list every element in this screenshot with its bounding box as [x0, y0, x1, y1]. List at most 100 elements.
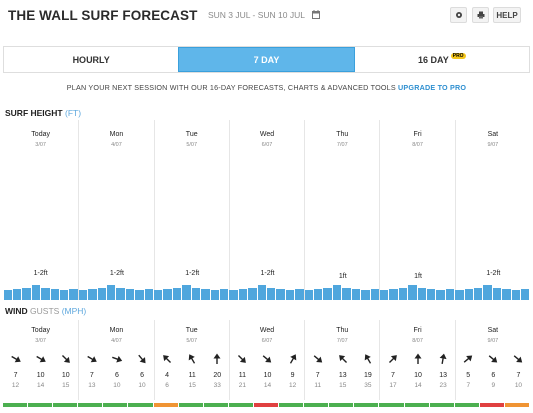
day-name: Thu [336, 327, 349, 334]
surf-bar[interactable] [257, 285, 266, 300]
surf-bar[interactable] [389, 289, 398, 300]
help-button[interactable]: HELP [493, 7, 521, 23]
surf-bar[interactable] [445, 289, 455, 300]
calendar-icon[interactable] [312, 10, 320, 19]
surf-bar[interactable] [304, 290, 314, 300]
wind-cell[interactable]: 10 14 [30, 320, 52, 400]
surf-bar[interactable] [295, 289, 304, 300]
surf-bar[interactable] [144, 289, 154, 300]
surf-bar[interactable] [370, 289, 379, 300]
surf-bar[interactable] [417, 288, 426, 300]
upgrade-link[interactable]: UPGRADE TO PRO [398, 83, 467, 92]
wind-cell[interactable]: 19 35 [357, 320, 379, 400]
surf-bar[interactable] [50, 289, 59, 300]
wind-cell[interactable]: 10 14 [256, 320, 278, 400]
surf-bar[interactable] [276, 289, 285, 300]
rating-segment [404, 403, 429, 407]
surf-bar[interactable] [125, 289, 135, 300]
wind-cell[interactable]: 13 15 [332, 320, 354, 400]
surf-day-column[interactable]: Sat 9/07 1-2ft [454, 120, 530, 300]
tab-7-day[interactable]: 7 DAY [178, 47, 355, 72]
wind-cell[interactable]: 10 15 [55, 320, 77, 400]
wind-cell[interactable]: 7 12 [5, 320, 27, 400]
day-date: 6/07 [261, 338, 273, 344]
surf-bar[interactable] [351, 289, 361, 300]
wind-cell[interactable]: 10 14 [407, 320, 429, 400]
surf-bar[interactable] [426, 289, 436, 300]
surf-day-column[interactable]: Fri 8/07 1ft [379, 120, 454, 300]
tab-16-day[interactable]: 16 DAY PRO [355, 47, 529, 72]
wind-cell[interactable]: 7 10 [507, 320, 529, 400]
surf-bar[interactable] [502, 289, 511, 300]
surf-bar[interactable] [436, 290, 445, 300]
surf-day-column[interactable]: Mon 4/07 1-2ft [78, 120, 153, 300]
surf-bar[interactable] [41, 288, 50, 300]
surf-bar[interactable] [201, 289, 210, 300]
day-date: 7/07 [336, 338, 348, 344]
surf-bar[interactable] [172, 288, 182, 300]
wind-cell[interactable]: 20 33 [206, 320, 228, 400]
surf-bar[interactable] [59, 290, 69, 300]
surf-day-column[interactable]: Today 3/07 1-2ft [3, 120, 78, 300]
surf-bar[interactable] [97, 288, 106, 300]
surf-bar[interactable] [163, 289, 172, 300]
tab-hourly[interactable]: HOURLY [4, 47, 178, 72]
surf-day-column[interactable]: Thu 7/07 1ft [304, 120, 379, 300]
wind-cell[interactable]: 7 13 [81, 320, 103, 400]
surf-bar[interactable] [511, 290, 521, 300]
wind-cell[interactable]: 13 23 [432, 320, 454, 400]
surf-bar[interactable] [69, 289, 78, 300]
surf-bar[interactable] [107, 285, 116, 300]
surf-bar[interactable] [323, 288, 332, 300]
surf-bar[interactable] [361, 290, 370, 300]
surf-bar[interactable] [521, 289, 530, 300]
surf-bar[interactable] [492, 288, 502, 300]
wind-cell[interactable]: 11 15 [181, 320, 203, 400]
surf-bar[interactable] [379, 290, 389, 300]
wind-speed: 7 [13, 372, 18, 379]
surf-bar[interactable] [154, 290, 163, 300]
wind-cell[interactable]: 11 21 [231, 320, 253, 400]
surf-bar[interactable] [483, 285, 492, 300]
surf-bar[interactable] [219, 289, 229, 300]
print-button[interactable] [472, 7, 489, 23]
surf-bar[interactable] [398, 288, 408, 300]
surf-day-column[interactable]: Wed 6/07 1-2ft [228, 120, 304, 300]
surf-bar[interactable] [285, 290, 295, 300]
surf-bar[interactable] [248, 288, 257, 300]
surf-bar[interactable] [267, 288, 276, 300]
settings-button[interactable] [450, 7, 467, 23]
surf-bar[interactable] [210, 290, 219, 300]
wind-cell[interactable]: 6 10 [131, 320, 153, 400]
surf-bar[interactable] [229, 290, 238, 300]
wind-cell[interactable]: 7 11 [307, 320, 329, 400]
surf-bar[interactable] [78, 290, 88, 300]
wind-speed: 13 [338, 372, 347, 379]
surf-bar[interactable] [332, 285, 342, 300]
surf-bar[interactable] [238, 289, 248, 300]
surf-bar[interactable] [31, 285, 41, 300]
surf-bar[interactable] [135, 290, 144, 300]
surf-bar[interactable] [12, 289, 22, 300]
surf-bar[interactable] [314, 289, 323, 300]
wind-cell[interactable]: 9 12 [282, 320, 304, 400]
surf-bar[interactable] [182, 285, 191, 300]
wind-cell[interactable]: 7 17 [382, 320, 404, 400]
surf-bar[interactable] [191, 288, 201, 300]
surf-day-column[interactable]: Tue 5/07 1-2ft [153, 120, 229, 300]
surf-bar[interactable] [88, 289, 97, 300]
surf-bar[interactable] [464, 289, 474, 300]
surf-bar[interactable] [3, 290, 12, 300]
surf-bar[interactable] [342, 288, 351, 300]
surf-bar[interactable] [408, 285, 417, 300]
surf-bar[interactable] [116, 288, 125, 300]
wind-direction-arrow-icon [35, 355, 46, 363]
wind-cell[interactable]: 6 10 [106, 320, 128, 400]
surf-bar[interactable] [474, 288, 483, 300]
rating-segment [103, 403, 128, 407]
surf-bar[interactable] [22, 288, 31, 300]
surf-bar[interactable] [455, 290, 464, 300]
